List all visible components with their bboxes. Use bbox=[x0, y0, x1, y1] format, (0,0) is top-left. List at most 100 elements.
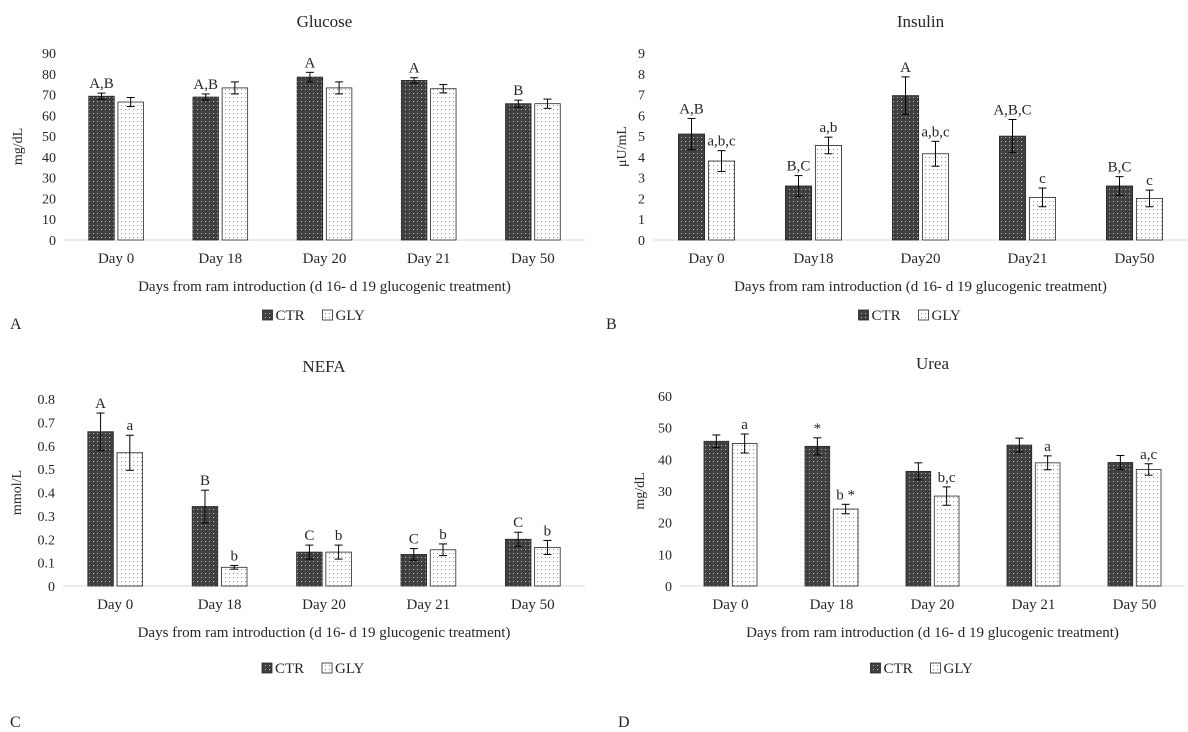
y-tick-label: 20 bbox=[42, 192, 56, 207]
bar-ctr bbox=[296, 76, 324, 241]
bar-ctr bbox=[87, 431, 114, 587]
significance-label: C bbox=[304, 528, 314, 544]
x-axis-title: Days from ram introduction (d 16- d 19 g… bbox=[746, 625, 1119, 641]
legend-label-ctr: CTR bbox=[884, 661, 913, 677]
panel-letter-d: D bbox=[618, 714, 630, 731]
x-tick-label: Day 50 bbox=[511, 251, 555, 267]
bar-ctr bbox=[88, 95, 115, 241]
significance-label: A,B bbox=[193, 77, 218, 93]
bar-ctr bbox=[1006, 444, 1033, 587]
y-tick-label: 70 bbox=[42, 89, 56, 104]
bar-gly bbox=[117, 101, 144, 241]
legend-swatch-gly bbox=[918, 309, 929, 321]
significance-label: b bbox=[439, 527, 447, 543]
chart-title: Insulin bbox=[897, 12, 945, 31]
legend-label-gly: GLY bbox=[336, 308, 365, 324]
bar-gly bbox=[707, 160, 735, 241]
y-tick-label: 9 bbox=[638, 47, 645, 62]
y-tick-label: 0.4 bbox=[38, 487, 56, 502]
x-axis-title: Days from ram introduction (d 16- d 19 g… bbox=[734, 279, 1107, 295]
chart-glucose: Glucose mg/dL 0 10 20 30 40 50 60 70 80 90 A,B Day 0 A… bbox=[11, 12, 585, 324]
y-tick-label: 1 bbox=[638, 213, 645, 228]
y-tick-label: 5 bbox=[638, 130, 645, 145]
chart-urea: Urea mg/dL 0 10 20 30 40 50 60 a Day 0 * b * Day 18 b,… bbox=[633, 354, 1185, 677]
bar-gly bbox=[534, 547, 561, 587]
y-tick-label: 40 bbox=[658, 453, 672, 468]
bar-gly bbox=[325, 87, 353, 241]
y-tick-label: 0 bbox=[638, 234, 645, 249]
x-tick-label: Day 21 bbox=[407, 597, 451, 613]
significance-label: C bbox=[409, 532, 419, 548]
significance-label: A bbox=[900, 60, 911, 76]
y-tick-label: 30 bbox=[42, 172, 56, 187]
y-tick-label: 10 bbox=[42, 213, 56, 228]
significance-label: a bbox=[741, 417, 748, 433]
legend-label-gly: GLY bbox=[944, 661, 973, 677]
significance-label: a,b,c bbox=[707, 134, 736, 150]
y-tick-label: 60 bbox=[658, 390, 672, 405]
y-tick-label: 8 bbox=[638, 68, 645, 83]
x-tick-label: Day 0 bbox=[98, 251, 134, 267]
bar-ctr bbox=[678, 133, 706, 241]
legend-label-gly: GLY bbox=[932, 308, 961, 324]
y-tick-label: 0 bbox=[49, 234, 56, 249]
significance-label: b * bbox=[836, 487, 855, 503]
legend-swatch-gly bbox=[321, 662, 333, 674]
bar-ctr bbox=[703, 440, 730, 587]
legend-swatch-ctr bbox=[858, 309, 869, 321]
y-tick-label: 3 bbox=[638, 172, 645, 187]
bar-ctr bbox=[192, 96, 219, 241]
bar-ctr bbox=[892, 95, 920, 241]
x-tick-label: Day 20 bbox=[302, 597, 346, 613]
bar-gly bbox=[814, 145, 842, 241]
significance-label: b bbox=[544, 523, 552, 539]
bar-gly bbox=[832, 508, 859, 587]
y-tick-label: 50 bbox=[42, 130, 56, 145]
significance-label: A bbox=[95, 396, 106, 412]
x-tick-label: Day 20 bbox=[303, 251, 347, 267]
bar-ctr bbox=[999, 135, 1027, 241]
panel-letter-b: B bbox=[606, 316, 617, 333]
x-tick-label: Day 21 bbox=[407, 251, 451, 267]
y-tick-label: 90 bbox=[42, 47, 56, 62]
y-tick-label: 0.2 bbox=[38, 533, 56, 548]
x-tick-label: Day 0 bbox=[688, 251, 724, 267]
bar-gly bbox=[534, 103, 561, 241]
significance-label: A bbox=[304, 55, 315, 71]
x-tick-label: Day 0 bbox=[712, 597, 748, 613]
x-tick-label: Day 50 bbox=[511, 597, 555, 613]
significance-label: * bbox=[814, 421, 822, 437]
y-axis-title: mg/dL bbox=[11, 128, 26, 165]
x-tick-label: Day 18 bbox=[810, 597, 854, 613]
bar-gly bbox=[921, 153, 949, 241]
x-tick-label: Day 21 bbox=[1012, 597, 1056, 613]
x-tick-label: Day20 bbox=[901, 251, 941, 267]
significance-label: A,B,C bbox=[993, 102, 1031, 118]
y-tick-label: 6 bbox=[638, 109, 645, 124]
y-tick-label: 0.7 bbox=[38, 416, 56, 431]
bar-ctr bbox=[905, 470, 932, 587]
significance-label: b bbox=[335, 528, 343, 544]
panel-letter-c: C bbox=[10, 714, 21, 731]
x-tick-label: Day 18 bbox=[198, 597, 242, 613]
bar-ctr bbox=[505, 103, 532, 241]
x-tick-label: Day 50 bbox=[1113, 597, 1157, 613]
bar-gly bbox=[933, 495, 960, 587]
significance-label: c bbox=[1146, 173, 1153, 189]
legend-label-ctr: CTR bbox=[276, 308, 305, 324]
y-tick-label: 0.5 bbox=[38, 463, 56, 478]
y-tick-label: 0.8 bbox=[38, 393, 56, 408]
significance-label: B bbox=[513, 83, 523, 99]
y-tick-label: 30 bbox=[658, 485, 672, 500]
y-tick-label: 40 bbox=[42, 151, 56, 166]
y-tick-label: 10 bbox=[658, 548, 672, 563]
bar-gly bbox=[430, 88, 457, 241]
significance-label: B,C bbox=[1108, 160, 1132, 176]
legend-swatch-ctr bbox=[870, 662, 881, 674]
y-tick-label: 2 bbox=[638, 192, 645, 207]
x-tick-label: Day 20 bbox=[911, 597, 955, 613]
y-tick-label: 4 bbox=[638, 151, 645, 166]
chart-title: Urea bbox=[916, 354, 949, 373]
bar-ctr bbox=[504, 538, 532, 587]
bar-ctr bbox=[804, 445, 831, 587]
